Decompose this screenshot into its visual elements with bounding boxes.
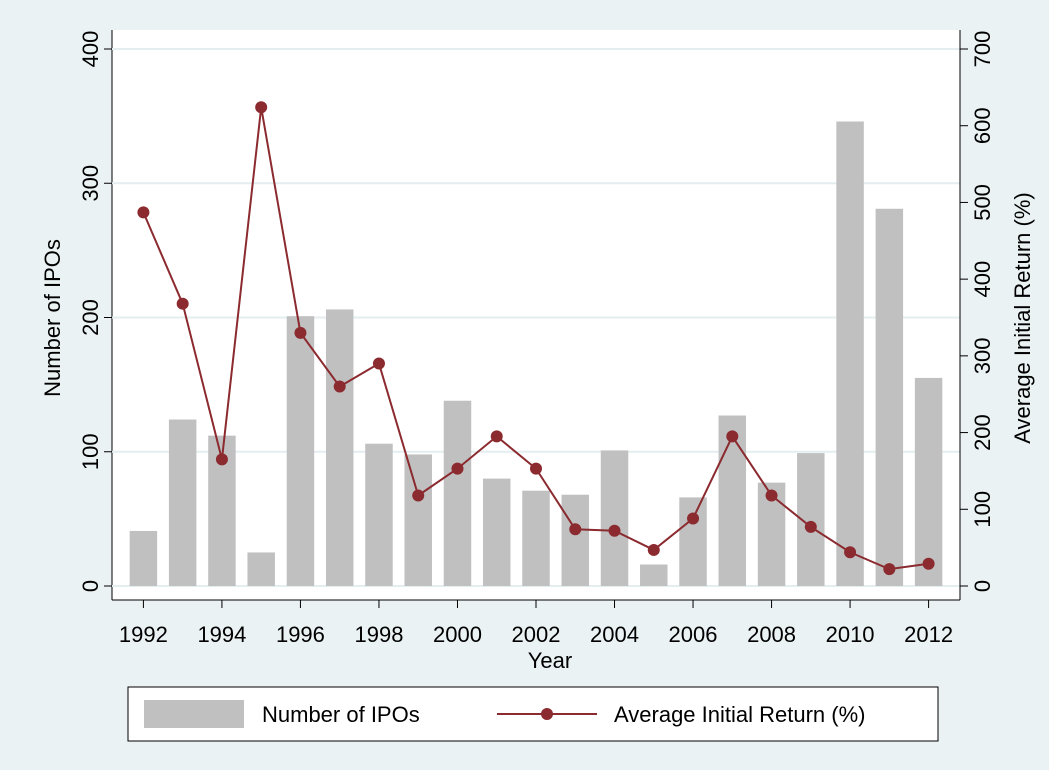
point bbox=[922, 557, 935, 570]
x-axis-title: Year bbox=[528, 648, 572, 673]
point bbox=[647, 543, 660, 556]
x-tick-label: 1994 bbox=[197, 622, 246, 647]
x-tick-label: 1992 bbox=[119, 622, 168, 647]
point bbox=[490, 430, 503, 443]
bar bbox=[404, 454, 432, 586]
bar bbox=[325, 309, 354, 586]
y2-tick-label: 0 bbox=[970, 580, 995, 592]
x-tick-label: 2004 bbox=[590, 622, 639, 647]
bar bbox=[679, 497, 707, 586]
point bbox=[883, 563, 896, 576]
x-tick-label: 2006 bbox=[669, 622, 718, 647]
x-tick-label: 1998 bbox=[354, 622, 403, 647]
point bbox=[687, 512, 700, 525]
y-axis-title: Number of IPOs bbox=[40, 239, 65, 397]
x-tick-label: 2002 bbox=[512, 622, 561, 647]
legend-swatch bbox=[144, 700, 244, 728]
legend-label: Number of IPOs bbox=[262, 702, 420, 727]
x-tick-label: 2012 bbox=[904, 622, 953, 647]
bar bbox=[561, 494, 589, 586]
bar bbox=[247, 552, 275, 586]
y-tick-label: 300 bbox=[78, 165, 103, 202]
bar bbox=[443, 400, 472, 586]
y2-tick-label: 600 bbox=[970, 107, 995, 144]
bar bbox=[286, 316, 315, 586]
y2-tick-label: 400 bbox=[970, 261, 995, 298]
point bbox=[844, 546, 857, 559]
y2-tick-label: 700 bbox=[970, 31, 995, 68]
bar bbox=[836, 121, 864, 587]
point bbox=[255, 101, 268, 114]
y2-tick-label: 500 bbox=[970, 184, 995, 221]
point bbox=[451, 462, 464, 475]
point bbox=[137, 206, 150, 219]
point bbox=[569, 523, 582, 536]
y-tick-label: 400 bbox=[78, 31, 103, 68]
bar bbox=[483, 478, 511, 586]
bar bbox=[522, 490, 550, 586]
y2-axis-title: Average Initial Return (%) bbox=[1010, 192, 1035, 444]
point bbox=[294, 326, 307, 339]
y-tick-label: 0 bbox=[78, 580, 103, 592]
point bbox=[804, 520, 817, 533]
bar bbox=[875, 208, 904, 586]
point bbox=[215, 453, 228, 466]
point bbox=[333, 380, 346, 393]
point bbox=[412, 489, 425, 502]
y2-tick-label: 200 bbox=[970, 414, 995, 451]
x-tick-label: 2000 bbox=[433, 622, 482, 647]
y-tick-label: 100 bbox=[78, 433, 103, 470]
legend-swatch bbox=[541, 708, 553, 720]
bar bbox=[129, 530, 158, 586]
bar bbox=[600, 450, 629, 586]
x-tick-label: 2008 bbox=[747, 622, 796, 647]
y2-tick-label: 100 bbox=[970, 491, 995, 528]
point bbox=[530, 462, 542, 475]
y-tick-label: 200 bbox=[78, 299, 103, 336]
point bbox=[372, 357, 385, 370]
x-tick-label: 1996 bbox=[276, 622, 325, 647]
legend-label: Average Initial Return (%) bbox=[614, 702, 866, 727]
y2-tick-label: 300 bbox=[970, 337, 995, 374]
point bbox=[176, 297, 189, 310]
bar bbox=[640, 564, 668, 586]
point bbox=[608, 524, 621, 537]
point bbox=[765, 489, 778, 502]
bar bbox=[914, 377, 943, 586]
x-tick-label: 2010 bbox=[826, 622, 875, 647]
bar bbox=[365, 443, 393, 586]
bar bbox=[718, 415, 747, 586]
bar bbox=[168, 419, 197, 586]
point bbox=[726, 430, 739, 443]
legend bbox=[127, 686, 939, 742]
